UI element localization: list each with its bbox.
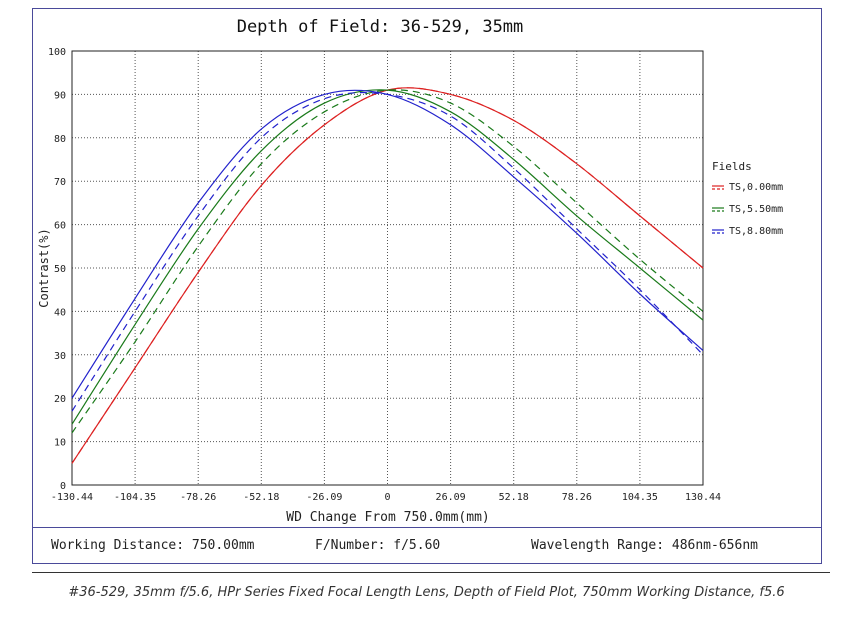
y-tick-label: 20	[54, 394, 66, 405]
figure-caption: #36-529, 35mm f/5.6, HPr Series Fixed Fo…	[68, 585, 785, 600]
x-tick-label: 104.35	[622, 492, 658, 503]
wavelength-text: Wavelength Range: 486nm-656nm	[531, 538, 758, 553]
working-distance-text: Working Distance: 750.00mm	[51, 538, 255, 553]
y-tick-labels: 0 10 20 30 40 50 60 70 80 90 100	[48, 47, 66, 492]
x-axis-label: WD Change From 750.0mm(mm)	[286, 510, 490, 525]
y-tick-label: 100	[48, 47, 66, 58]
series-lines	[71, 87, 704, 464]
x-tick-label: 130.44	[685, 492, 721, 503]
legend: TS,0.00mm TS,5.50mm TS,8.80mm	[712, 182, 783, 237]
series-line-2	[71, 89, 704, 425]
x-tick-label: -104.35	[114, 492, 156, 503]
grid-lines	[72, 51, 703, 485]
chart-title: Depth of Field: 36-529, 35mm	[237, 17, 524, 37]
caption-divider	[32, 572, 830, 573]
f-number-text: F/Number: f/5.60	[315, 538, 441, 553]
x-tick-label: -26.09	[306, 492, 342, 503]
legend-entry: TS,5.50mm	[729, 204, 783, 215]
series-line-4	[71, 89, 704, 399]
y-tick-label: 40	[54, 307, 66, 318]
x-tick-label: 52.18	[499, 492, 529, 503]
y-tick-label: 10	[54, 438, 66, 449]
y-tick-label: 30	[54, 351, 66, 362]
y-tick-label: 90	[54, 90, 66, 101]
x-tick-label: -78.26	[180, 492, 216, 503]
y-tick-label: 50	[54, 264, 66, 275]
series-line-5	[71, 92, 704, 412]
x-tick-label: 78.26	[562, 492, 592, 503]
x-tick-label: 26.09	[436, 492, 466, 503]
legend-entry: TS,0.00mm	[729, 182, 783, 193]
y-tick-label: 0	[60, 481, 66, 492]
x-tick-label: -130.44	[51, 492, 93, 503]
legend-entry: TS,8.80mm	[729, 226, 783, 237]
footer-info: Working Distance: 750.00mm F/Number: f/5…	[32, 527, 822, 564]
y-tick-label: 80	[54, 134, 66, 145]
x-tick-labels: -130.44 -104.35 -78.26 -52.18 -26.09 0 26.09 52…	[51, 492, 721, 503]
y-axis-label: Contrast(%)	[37, 228, 51, 307]
x-tick-label: -52.18	[243, 492, 279, 503]
y-tick-label: 70	[54, 177, 66, 188]
y-tick-label: 60	[54, 221, 66, 232]
legend-title: Fields	[712, 160, 752, 173]
series-line-3	[71, 89, 704, 434]
x-tick-label: 0	[384, 492, 390, 503]
